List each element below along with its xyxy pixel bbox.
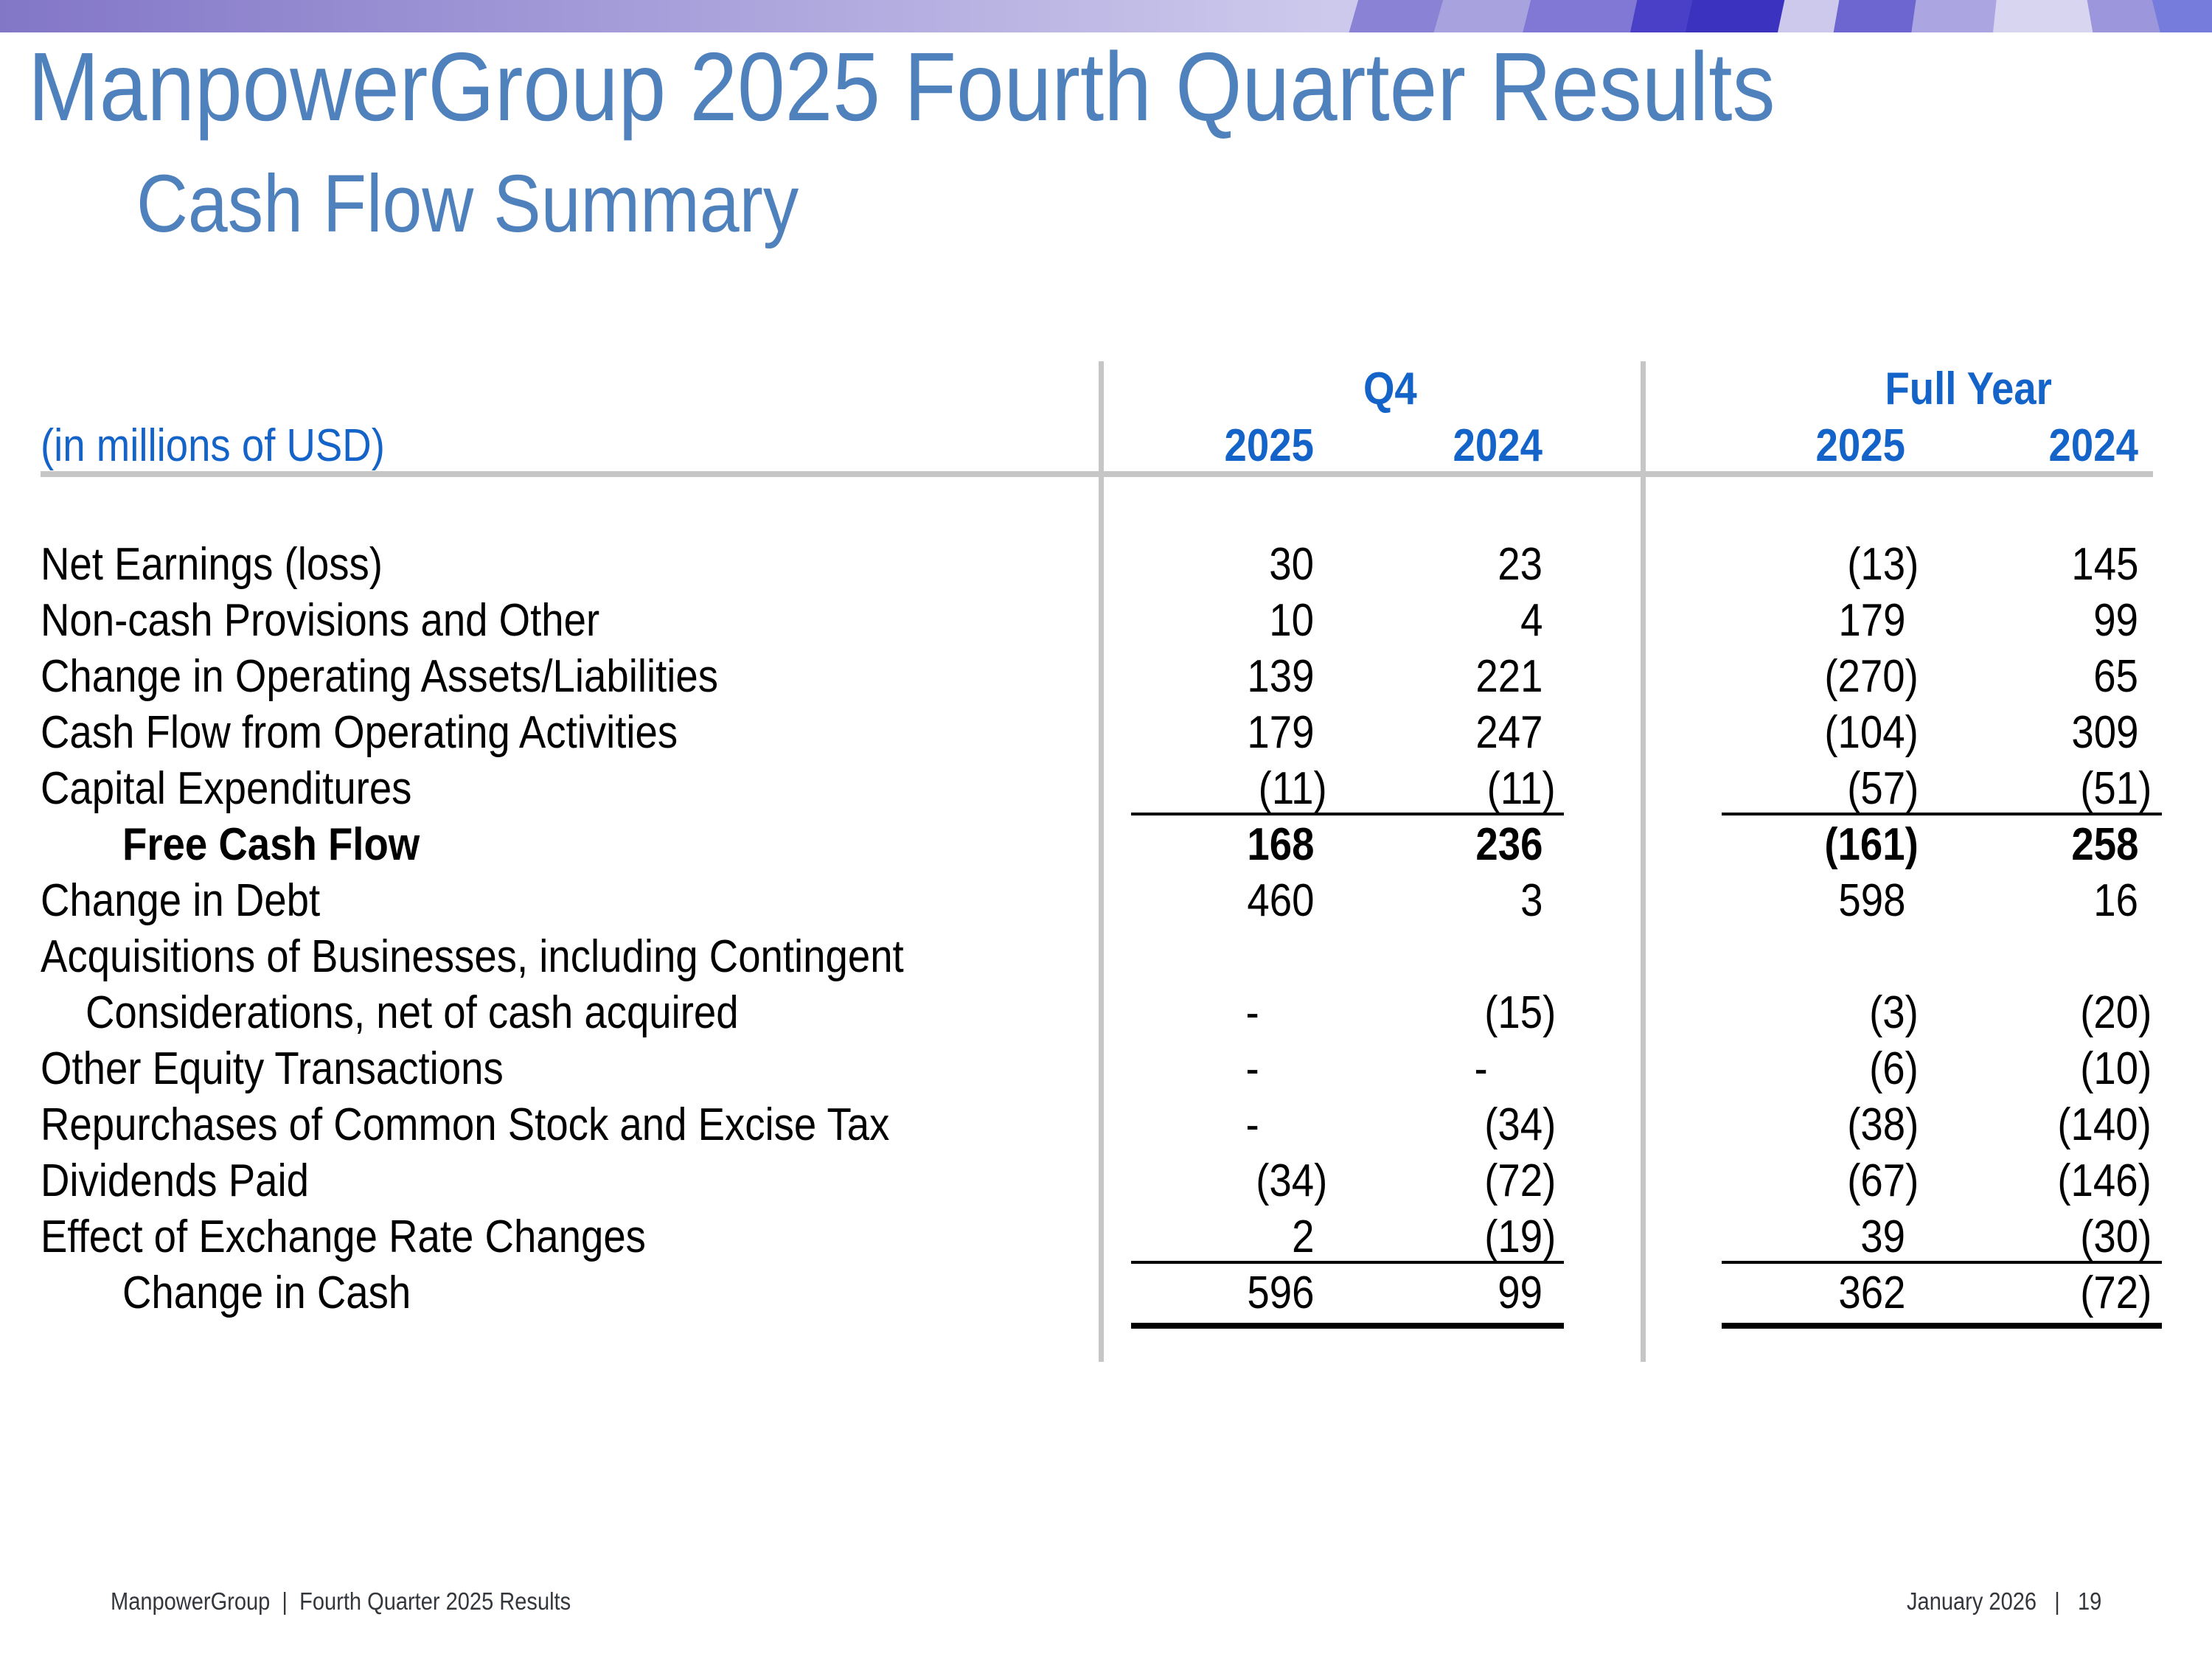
column-divider-middle	[1641, 361, 1646, 1362]
value-cell: 247	[1475, 707, 1543, 758]
value-cell: (72)	[1484, 1155, 1556, 1206]
value-cell: 596	[1246, 1267, 1314, 1318]
year-header-q4-2024: 2024	[1453, 420, 1543, 471]
value-cell: 16	[2093, 875, 2138, 926]
subtotal-rule	[1131, 813, 1564, 815]
column-divider-left	[1099, 361, 1104, 1362]
value-cell: (6)	[1869, 1043, 1919, 1094]
value-cell: (11)	[1259, 763, 1327, 814]
value-cell: (13)	[1846, 539, 1919, 590]
value-cell: (30)	[2079, 1211, 2152, 1262]
value-cell: 10	[1269, 595, 1314, 646]
column-group-q4: Q4	[1363, 364, 1417, 414]
value-cell: (3)	[1869, 987, 1919, 1038]
value-cell: 598	[1837, 875, 1905, 926]
value-cell: (11)	[1487, 763, 1556, 814]
value-cell: 145	[2070, 539, 2138, 590]
row-label: Other Equity Transactions	[41, 1043, 504, 1094]
value-cell: 258	[2070, 819, 2138, 870]
value-cell: (15)	[1484, 987, 1556, 1038]
value-cell: 99	[2093, 595, 2138, 646]
row-label: Acquisitions of Businesses, including Co…	[41, 931, 904, 982]
value-cell: 309	[2070, 707, 2138, 758]
value-cell: 39	[1860, 1211, 1905, 1262]
row-label: Change in Operating Assets/Liabilities	[41, 651, 718, 702]
value-cell: 3	[1520, 875, 1543, 926]
value-cell: (38)	[1846, 1099, 1919, 1150]
value-cell: (34)	[1255, 1155, 1327, 1206]
page-subtitle: Cash Flow Summary	[136, 161, 889, 248]
value-cell: -	[1245, 987, 1259, 1038]
total-rule	[1131, 1323, 1564, 1329]
column-group-full-year: Full Year	[1885, 364, 2053, 414]
row-label: Free Cash Flow	[122, 819, 420, 870]
page-title: ManpowerGroup 2025 Fourth Quarter Result…	[28, 35, 2014, 139]
value-cell: 362	[1837, 1267, 1905, 1318]
value-cell: (34)	[1484, 1099, 1556, 1150]
value-cell: (51)	[2079, 763, 2152, 814]
value-cell: 2	[1291, 1211, 1314, 1262]
value-cell: 221	[1475, 651, 1543, 702]
value-cell: (146)	[2057, 1155, 2152, 1206]
row-label: Cash Flow from Operating Activities	[41, 707, 678, 758]
value-cell: (161)	[1824, 819, 1919, 870]
value-cell: 236	[1475, 819, 1543, 870]
value-cell: (19)	[1484, 1211, 1556, 1262]
value-cell: (72)	[2079, 1267, 2152, 1318]
page-subtitle-text: Cash Flow Summary	[136, 159, 799, 249]
row-label: Non-cash Provisions and Other	[41, 595, 600, 646]
year-header-q4-2025: 2025	[1224, 420, 1314, 471]
subtotal-rule	[1131, 1261, 1564, 1264]
value-cell: 4	[1520, 595, 1543, 646]
row-label: Dividends Paid	[41, 1155, 309, 1206]
value-cell: -	[1474, 1043, 1488, 1094]
value-cell: 179	[1246, 707, 1314, 758]
value-cell: (140)	[2057, 1099, 2152, 1150]
value-cell: 139	[1246, 651, 1314, 702]
value-cell: (67)	[1846, 1155, 1919, 1206]
value-cell: (104)	[1824, 707, 1919, 758]
value-cell: 460	[1246, 875, 1314, 926]
value-cell: (10)	[2079, 1043, 2152, 1094]
total-rule	[1722, 1323, 2162, 1329]
subtotal-rule	[1722, 813, 2162, 815]
value-cell: (20)	[2079, 987, 2152, 1038]
value-cell: 168	[1246, 819, 1314, 870]
value-cell: (270)	[1824, 651, 1919, 702]
year-header-fy-2024: 2024	[2048, 420, 2138, 471]
value-cell: 23	[1498, 539, 1543, 590]
header-rule	[41, 471, 2153, 477]
page-title-text: ManpowerGroup 2025 Fourth Quarter Result…	[28, 32, 1775, 141]
value-cell: (57)	[1846, 763, 1919, 814]
footer-right: January 2026 | 19	[1906, 1587, 2101, 1615]
row-label: Repurchases of Common Stock and Excise T…	[41, 1099, 890, 1150]
row-label: Considerations, net of cash acquired	[86, 987, 739, 1038]
value-cell: 30	[1269, 539, 1314, 590]
row-label: Net Earnings (loss)	[41, 539, 383, 590]
subtotal-rule	[1722, 1261, 2162, 1264]
row-label: Capital Expenditures	[41, 763, 412, 814]
value-cell: 65	[2093, 651, 2138, 702]
units-label: (in millions of USD)	[41, 420, 385, 471]
top-banner	[0, 0, 2212, 32]
value-cell: 99	[1498, 1267, 1543, 1318]
row-label: Change in Debt	[41, 875, 321, 926]
footer-left: ManpowerGroup | Fourth Quarter 2025 Resu…	[111, 1587, 571, 1615]
row-label: Change in Cash	[122, 1267, 411, 1318]
value-cell: 179	[1837, 595, 1905, 646]
value-cell: -	[1245, 1099, 1259, 1150]
value-cell: -	[1245, 1043, 1259, 1094]
row-label: Effect of Exchange Rate Changes	[41, 1211, 646, 1262]
year-header-fy-2025: 2025	[1815, 420, 1905, 471]
